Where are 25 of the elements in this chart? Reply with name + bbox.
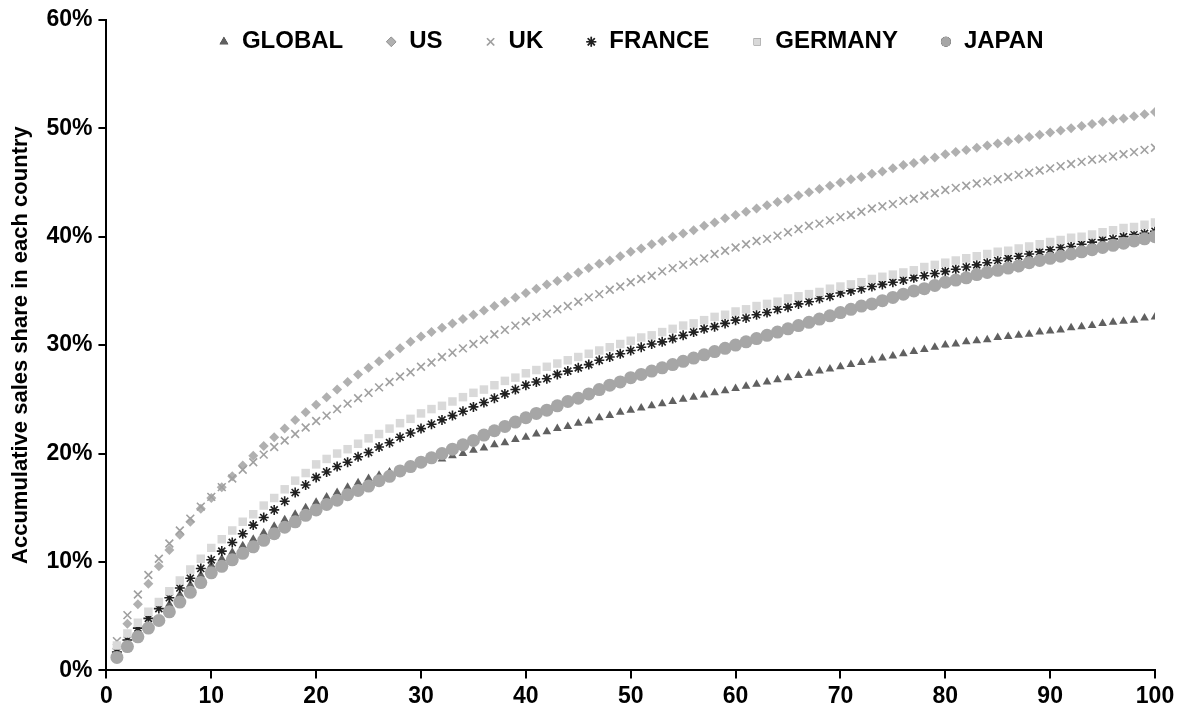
x-tick-label: 90 (1037, 681, 1063, 708)
x-tick-label: 0 (100, 681, 113, 708)
x-tick-label: 40 (513, 681, 539, 708)
x-tick-label: 30 (408, 681, 434, 708)
y-tick-label: 60% (46, 5, 93, 32)
x-tick-label: 50 (617, 681, 644, 708)
x-tick-label: 100 (1135, 681, 1175, 708)
x-tick-label: 80 (932, 681, 959, 708)
y-axis-title: Accumulative sales share in each country (7, 125, 33, 564)
y-tick-label: 0% (59, 655, 93, 682)
y-tick-label: 40% (46, 222, 93, 249)
y-tick-label: 30% (46, 330, 93, 357)
legend-label: US (409, 26, 443, 54)
y-tick-label: 20% (46, 438, 93, 465)
y-tick-label: 50% (46, 113, 93, 140)
legend-label: GLOBAL (241, 26, 344, 54)
x-tick-label: 20 (303, 681, 329, 708)
legend-label: JAPAN (963, 26, 1044, 54)
x-tick-label: 10 (198, 681, 225, 708)
legend-label: UK (508, 26, 544, 54)
legend-label: GERMANY (775, 26, 898, 54)
legend-label: FRANCE (609, 26, 710, 54)
x-tick-label: 70 (827, 681, 854, 708)
y-tick-label: 10% (46, 547, 93, 574)
x-tick-label: 60 (722, 681, 749, 708)
